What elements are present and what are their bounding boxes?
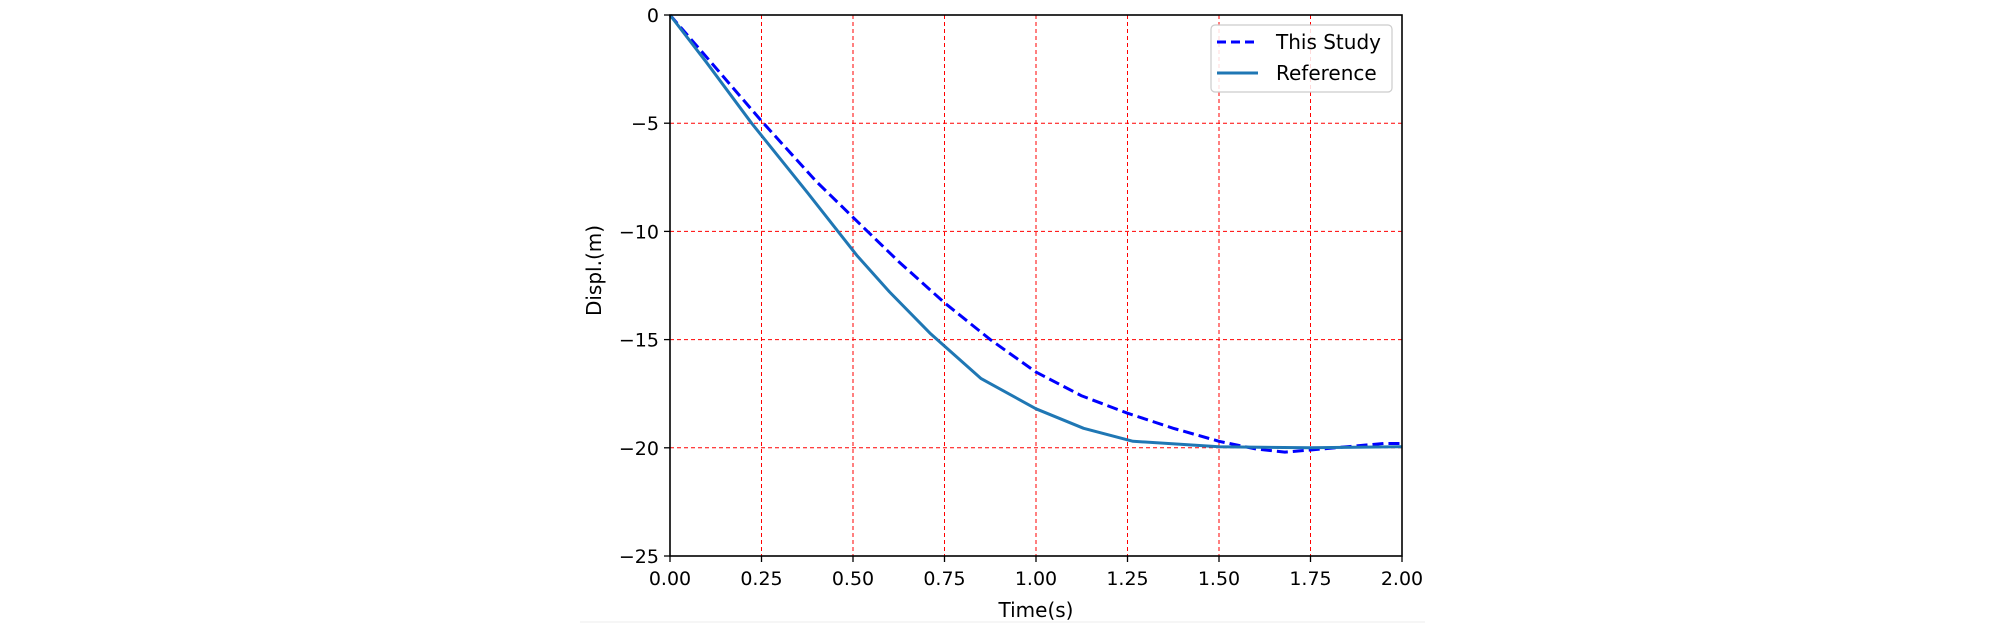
series-line-reference [668, 14, 1403, 450]
x-tick-label: 0.50 [832, 568, 874, 590]
x-tick-label: 0.25 [740, 568, 782, 590]
x-tick-label: 1.75 [1289, 568, 1331, 590]
legend-label-this-study: This Study [1275, 30, 1381, 54]
y-tick-label: 0 [647, 5, 659, 27]
legend-label-reference: Reference [1276, 61, 1377, 85]
y-axis-label: Displ.(m) [582, 225, 606, 316]
y-tick-label: −25 [619, 546, 659, 568]
series-line-this-study [668, 14, 1402, 454]
x-tick-label: 2.00 [1381, 568, 1423, 590]
x-tick-label: 0.00 [649, 568, 691, 590]
y-tick-label: −5 [631, 113, 659, 135]
data-series [668, 14, 1403, 454]
legend-box [1210, 24, 1393, 93]
x-tick-label: 1.25 [1106, 568, 1148, 590]
legend: This Study Reference [1210, 24, 1393, 93]
y-tick-label: −15 [619, 330, 659, 352]
x-tick-label: 1.00 [1015, 568, 1057, 590]
x-tick-label: 1.50 [1198, 568, 1240, 590]
y-tick-label: −10 [619, 221, 659, 243]
axis-ticks: 0.00 0.25 0.50 0.75 1.00 1.25 1.50 1.75 2.00 0 −5 −… [619, 5, 1423, 590]
x-tick-label: 0.75 [923, 568, 965, 590]
x-axis-label: Time(s) [998, 598, 1074, 622]
y-tick-label: −20 [619, 438, 659, 460]
